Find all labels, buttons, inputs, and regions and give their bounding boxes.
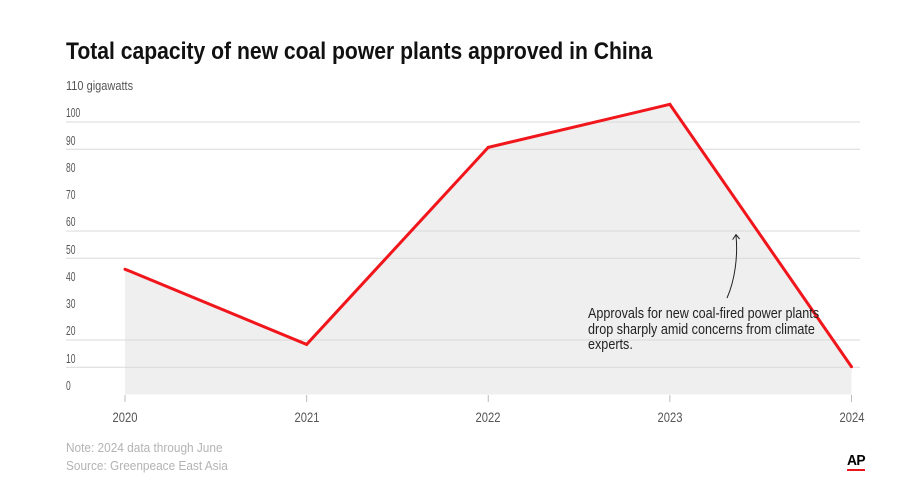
y-tick-label: 30	[66, 297, 76, 312]
annotation-text: Approvals for new coal-fired power plant…	[588, 306, 819, 353]
annotation-arrow	[726, 233, 740, 299]
y-tick-label: 40	[66, 269, 76, 284]
annotation-arrow-head	[732, 233, 740, 240]
y-tick-label: 20	[66, 324, 76, 339]
chart-title: Total capacity of new coal power plants …	[66, 38, 653, 65]
annotation-line: drop sharply amid concerns from climate	[588, 320, 815, 338]
y-tick-label: 0	[66, 378, 71, 393]
area-fill	[125, 104, 852, 395]
y-tick-label: 80	[66, 160, 76, 175]
chart-note: Note: 2024 data through June	[66, 440, 223, 456]
data-point	[486, 145, 490, 149]
data-point	[123, 267, 127, 271]
ap-logo-underline	[847, 469, 865, 471]
x-tick-label: 2024	[839, 408, 864, 425]
x-tick-label: 2021	[294, 408, 320, 425]
y-tick-label: 10	[66, 351, 76, 366]
data-point	[305, 342, 309, 346]
chart-source: Source: Greenpeace East Asia	[66, 457, 228, 473]
x-tick-label: 2023	[657, 408, 683, 425]
data-point	[850, 365, 853, 369]
x-tick-label: 2022	[475, 408, 501, 425]
annotation-line: experts.	[588, 336, 633, 353]
y-tick-label: 100	[66, 106, 81, 121]
y-tick-label: 90	[66, 133, 76, 148]
ap-logo-text: AP	[847, 452, 866, 469]
annotation-arrow-curve	[726, 235, 738, 299]
data-point	[668, 102, 672, 106]
x-tick-label: 2020	[112, 408, 138, 425]
y-axis-unit-label: 110 gigawatts	[66, 79, 134, 94]
y-tick-label: 50	[66, 242, 76, 257]
y-tick-label: 60	[66, 215, 76, 230]
ap-logo: AP	[847, 453, 866, 472]
annotation-line: Approvals for new coal-fired power plant…	[588, 305, 820, 322]
y-tick-label: 70	[66, 188, 76, 203]
